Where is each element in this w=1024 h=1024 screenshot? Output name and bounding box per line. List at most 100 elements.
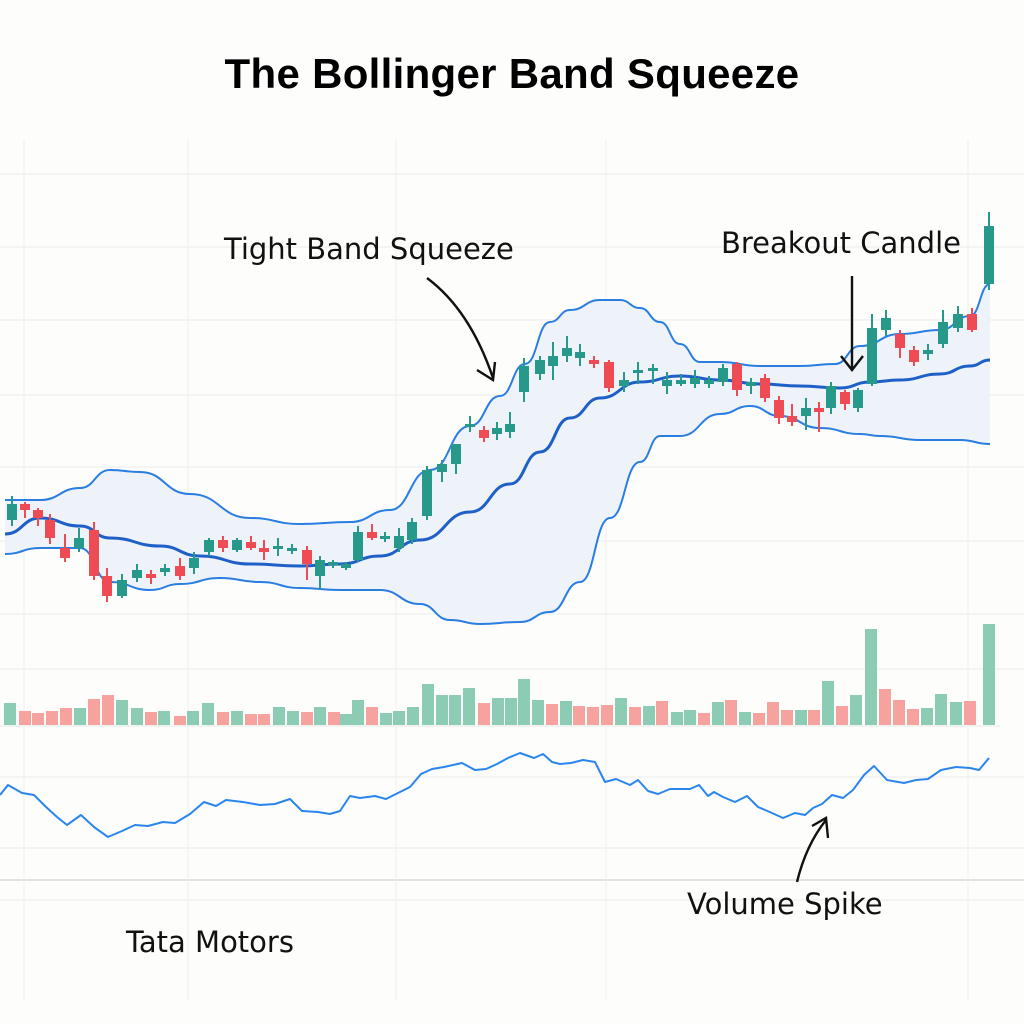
breakout-arrowhead-icon	[840, 355, 864, 372]
annotation-tight-band-squeeze: Tight Band Squeeze	[224, 232, 514, 266]
candle	[20, 502, 30, 518]
volume-bar	[436, 695, 448, 725]
candle-body	[246, 542, 256, 548]
squeeze-arrowhead-icon	[476, 361, 497, 383]
volume-bar	[935, 694, 947, 725]
candle-body	[189, 558, 199, 568]
volume-bar	[739, 712, 751, 725]
volume-bar	[656, 701, 668, 725]
candle	[451, 444, 461, 474]
middle-band-line	[4, 358, 991, 568]
candle	[535, 356, 545, 380]
candle-body	[407, 522, 417, 540]
volume-bar	[518, 679, 530, 725]
candle-body	[589, 360, 599, 364]
candle-body	[175, 566, 185, 576]
candle	[814, 402, 824, 432]
candle-body	[259, 548, 269, 552]
candle	[437, 460, 447, 482]
candle	[953, 306, 963, 332]
candle	[840, 390, 850, 410]
candle	[204, 538, 214, 556]
volume-bar	[601, 705, 613, 725]
candle-body	[732, 364, 742, 390]
candle-body	[160, 568, 170, 572]
volume-bar	[352, 700, 364, 725]
volume-bar	[88, 699, 100, 725]
candle	[273, 538, 283, 556]
volume-bar	[767, 702, 779, 725]
candle-body	[746, 382, 756, 386]
candle-body	[422, 470, 432, 516]
volume-bar	[145, 712, 157, 725]
volume-bar	[380, 713, 392, 725]
candle-body	[479, 430, 489, 438]
volume-bar	[74, 708, 86, 725]
volume-bar	[314, 707, 326, 725]
candle-body	[548, 356, 558, 366]
candle-body	[867, 328, 877, 384]
volume-bar	[643, 706, 655, 725]
candle	[74, 528, 84, 552]
candle	[704, 376, 714, 388]
candle-body	[204, 540, 214, 552]
candle-body	[633, 370, 643, 373]
annotation-volume-spike: Volume Spike	[687, 887, 883, 921]
volume-bar	[60, 708, 72, 725]
candle	[575, 344, 585, 366]
candle	[315, 556, 325, 590]
volume-bar	[865, 629, 877, 725]
candle-body	[704, 380, 714, 384]
volume-bar	[217, 712, 229, 725]
volume-bar	[907, 709, 919, 725]
candle	[648, 364, 658, 384]
candle	[619, 372, 629, 392]
candle-body	[953, 314, 963, 328]
volume-bar	[19, 711, 31, 725]
candle	[33, 508, 43, 526]
candle-body	[826, 386, 836, 408]
candle	[881, 310, 891, 336]
volume-bar	[822, 681, 834, 725]
upper-band-line	[4, 283, 991, 526]
volume-bar	[287, 711, 299, 725]
candle-body	[315, 560, 325, 576]
candle	[353, 526, 363, 562]
volume-bar	[587, 707, 599, 725]
volume-bar	[698, 713, 710, 725]
candle	[175, 558, 185, 580]
volume-bar	[366, 707, 378, 725]
candle	[787, 404, 797, 426]
volume-bar	[546, 704, 558, 725]
candle-body	[648, 368, 658, 371]
candlesticks	[7, 212, 994, 602]
candle-body	[604, 362, 614, 388]
volume-bar	[102, 695, 114, 725]
volume-bar	[116, 700, 128, 725]
candle-body	[353, 532, 363, 560]
candle	[867, 314, 877, 386]
volume-bar	[32, 713, 44, 725]
lower-band-line	[4, 404, 991, 626]
candle-body	[619, 380, 629, 386]
ticker-label: Tata Motors	[126, 925, 294, 959]
candle-body	[840, 392, 850, 404]
candle-body	[535, 360, 545, 374]
volume-bar	[879, 689, 891, 725]
candle	[341, 562, 351, 570]
candle-body	[575, 352, 585, 358]
candle	[380, 532, 390, 542]
candle	[909, 346, 919, 366]
volume-bar	[478, 703, 490, 725]
volume-bar	[836, 706, 848, 725]
volume-bar	[983, 624, 995, 725]
candle-body	[718, 368, 728, 382]
candle	[967, 308, 977, 332]
volume-bar	[258, 714, 270, 725]
candle-body	[33, 510, 43, 518]
candle	[662, 372, 672, 394]
candle-body	[801, 408, 811, 416]
volume-bar	[187, 711, 199, 725]
volume-bar	[245, 714, 257, 725]
candle-body	[562, 348, 572, 356]
